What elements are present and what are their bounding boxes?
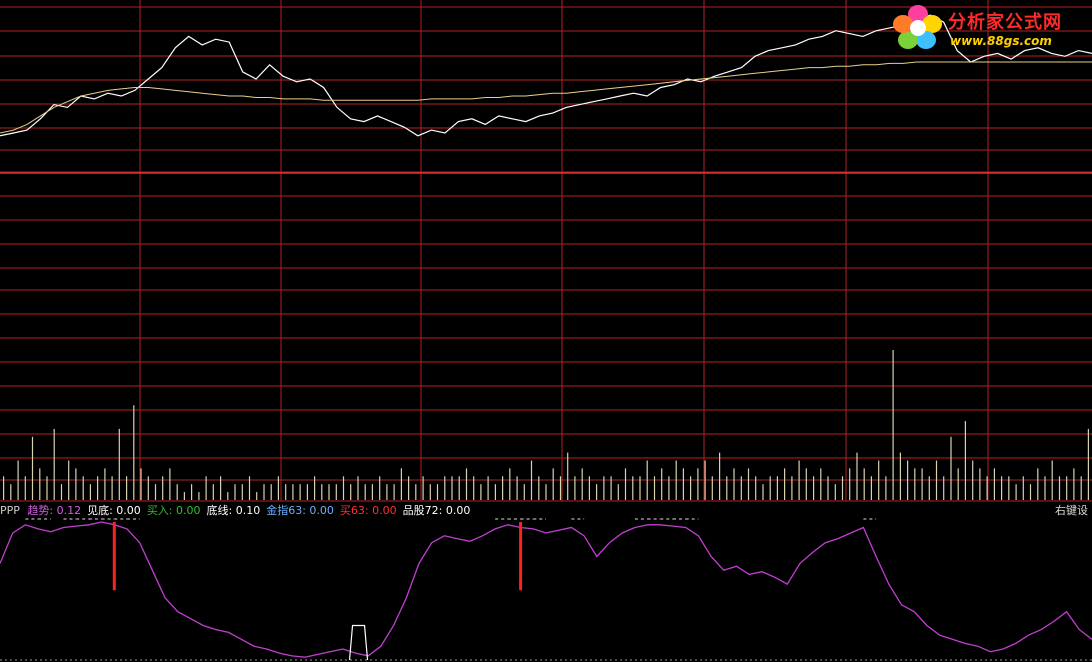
- indicator-item-0: 趋势: 0.12: [27, 504, 82, 517]
- right-click-hint[interactable]: 右键设: [1055, 504, 1088, 517]
- average-price-line: [0, 61, 1092, 134]
- indicator-name: PPP: [0, 504, 20, 517]
- plateau-pulse-0: [348, 624, 369, 661]
- indicator-item-5: 买63: 0.00: [339, 504, 397, 517]
- indicator-item-3: 底线: 0.10: [206, 504, 261, 517]
- indicator-item-1: 见底: 0.00: [87, 504, 141, 517]
- flower-logo-icon: [893, 5, 942, 49]
- site-logo: 分析家公式网 www.88gs.com: [890, 2, 1090, 54]
- indicator-item-6: 品股72: 0.00: [402, 504, 471, 517]
- logo-url: www.88gs.com: [950, 34, 1052, 48]
- volume-bars: [2, 350, 1090, 500]
- indicator-items: 趋势: 0.12 见底: 0.00 买入: 0.00 底线: 0.10 金指63: 0.…: [27, 503, 476, 519]
- trend-line: [0, 521, 1092, 658]
- indicator-lines: [0, 518, 1092, 661]
- logo-title: 分析家公式网: [948, 12, 1062, 33]
- indicator-item-4: 金指63: 0.00: [266, 504, 334, 517]
- indicator-legend: PPP 趋势: 0.12 见底: 0.00 买入: 0.00 底线: 0.10 金指63…: [0, 503, 1092, 519]
- indicator-item-2: 买入: 0.00: [146, 504, 201, 517]
